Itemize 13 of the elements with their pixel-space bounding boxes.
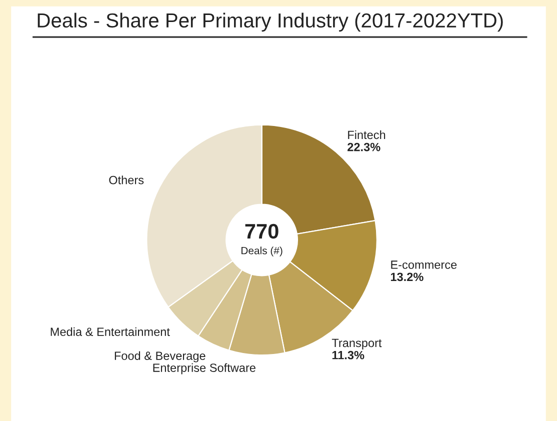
slice-label: Food & Beverage [114, 351, 206, 362]
slice-label: E-commerce [391, 260, 457, 269]
slice-label: Enterprise Software [153, 363, 256, 374]
data-label: 11.3% [332, 350, 364, 360]
chart-title: Deals - Share Per Primary Industry (2017-2022YTD) [38, 12, 503, 32]
data-label: 22.3% [348, 142, 380, 152]
slice-label: Fintech [348, 130, 386, 140]
slice-label: Media & Entertainment [50, 327, 170, 336]
slice-label: Transport [332, 338, 382, 350]
slice-label: Others [109, 176, 144, 184]
text: 770 [245, 224, 278, 239]
data-label: 13.2% [390, 272, 424, 282]
text: Deals (#) [242, 246, 282, 256]
